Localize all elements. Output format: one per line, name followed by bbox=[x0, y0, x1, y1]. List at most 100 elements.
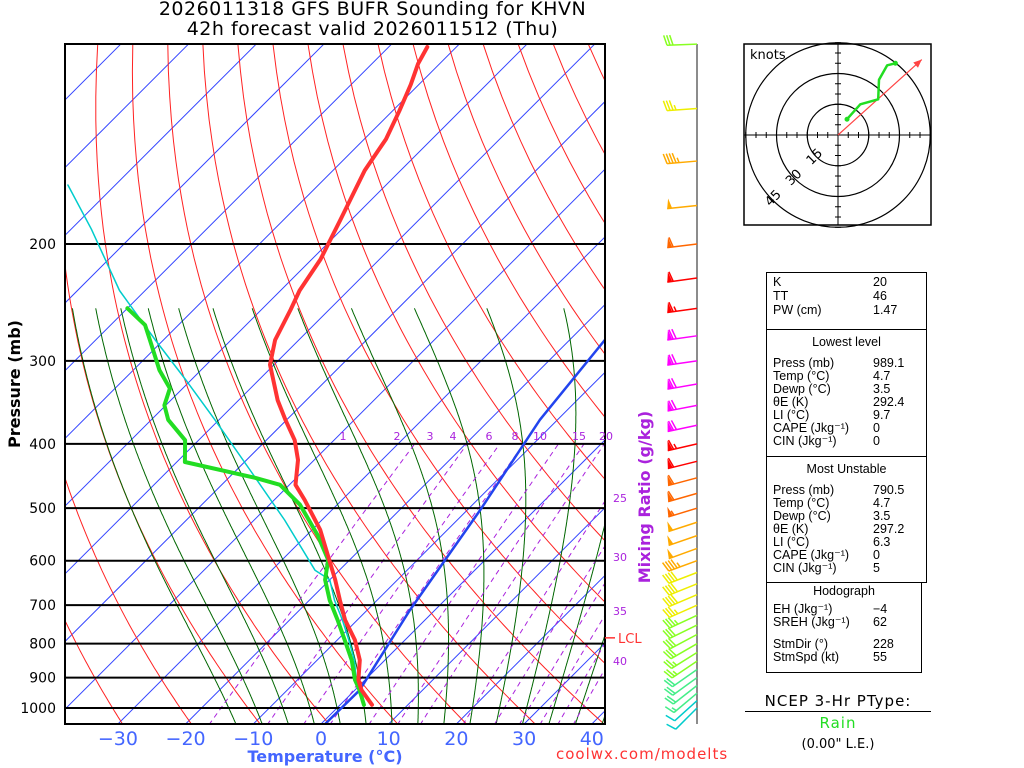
hodograph-stats-list: EH (Jkg⁻¹) −4 SREH (Jkg⁻¹) 62 StmDir (°) 228 S… bbox=[773, 603, 915, 664]
mixing-ratio-line bbox=[539, 614, 605, 724]
wind-barb-feather bbox=[670, 420, 678, 430]
wind-barb-staff bbox=[668, 571, 698, 584]
mixing-ratio-line bbox=[420, 443, 605, 724]
wind-barb-staff bbox=[667, 492, 698, 503]
wind-barb-feather bbox=[665, 100, 671, 111]
y-axis-title: Pressure (mb) bbox=[5, 320, 24, 448]
chart-title-line2: 42h forecast valid 2026011512 (Thu) bbox=[186, 18, 559, 40]
stat-label: K bbox=[773, 275, 782, 289]
wind-barb-feather bbox=[668, 100, 674, 111]
temperature-tick-label: 40 bbox=[580, 728, 604, 750]
mixing-ratio-line bbox=[397, 443, 585, 724]
moist-adiabat-line bbox=[297, 308, 419, 724]
wind-barb-flag bbox=[667, 491, 673, 502]
mixing-ratio-label: 2 bbox=[394, 430, 401, 443]
wind-barb-feather bbox=[662, 640, 672, 650]
mixing-ratio-line bbox=[557, 642, 605, 724]
moist-adiabat-line bbox=[120, 308, 289, 724]
isotherm-line bbox=[387, 506, 605, 724]
wind-barb bbox=[667, 354, 698, 366]
stat-label: Temp (°C) bbox=[773, 369, 830, 383]
temperature-tick-label: −20 bbox=[166, 728, 206, 750]
stat-label: StmDir (°) bbox=[773, 637, 828, 651]
wind-barb-feather bbox=[663, 670, 673, 679]
most-unstable-title: Most Unstable bbox=[806, 462, 887, 476]
stat-label: PW (cm) bbox=[773, 303, 822, 317]
wind-barb-feather bbox=[667, 490, 675, 501]
wind-barb-staff bbox=[668, 547, 698, 560]
stat-label: θE (K) bbox=[773, 395, 809, 409]
hodograph-end-dot bbox=[892, 60, 898, 66]
wind-barb-feather bbox=[662, 597, 670, 607]
wind-barb-feather bbox=[666, 686, 676, 695]
stat-row: LI (°C) 6.3 bbox=[773, 536, 920, 549]
mixing-ratio-label: 1 bbox=[340, 430, 347, 443]
mixing-ratio-line bbox=[303, 443, 501, 724]
wind-barbs bbox=[661, 34, 698, 730]
wind-barb-flag bbox=[667, 506, 674, 517]
wind-barb-flag bbox=[667, 440, 673, 451]
stat-label: LI (°C) bbox=[773, 408, 810, 422]
hodograph-ring bbox=[745, 42, 931, 228]
stat-row: CAPE (Jkg⁻¹) 0 bbox=[773, 422, 920, 435]
wind-barb bbox=[667, 301, 698, 314]
wind-barb-staff bbox=[670, 643, 698, 660]
wind-barb-feather bbox=[662, 100, 668, 111]
wind-barb-feather bbox=[668, 354, 674, 365]
wind-barb-feather bbox=[662, 574, 670, 584]
wind-barb-flag bbox=[667, 475, 673, 486]
pressure-tick-label: 800 bbox=[29, 637, 56, 653]
chart-title-line1: 2026011318 GFS BUFR Sounding for KHVN bbox=[158, 0, 587, 20]
wind-barb bbox=[667, 271, 698, 283]
stat-row: CIN (Jkg⁻¹) 5 bbox=[773, 562, 920, 575]
wind-barb-staff bbox=[671, 660, 698, 679]
stat-value: 6.3 bbox=[873, 535, 891, 549]
wind-barb bbox=[662, 614, 698, 629]
stat-label: TT bbox=[773, 289, 789, 303]
wind-barb-feather bbox=[667, 474, 675, 485]
wind-barb-feather bbox=[662, 153, 668, 164]
stat-value: 4.7 bbox=[873, 496, 891, 510]
wind-barb-feather bbox=[665, 649, 675, 658]
wind-barb-feather bbox=[667, 439, 675, 450]
wind-barb-feather bbox=[662, 630, 671, 639]
wind-barb-feather bbox=[664, 697, 674, 705]
wind-barb bbox=[662, 604, 698, 619]
pressure-tick-label: 1000 bbox=[20, 701, 56, 717]
wind-barb bbox=[667, 237, 698, 249]
moist-adiabat-line bbox=[251, 308, 393, 724]
stat-row: Dewp (°C) 3.5 bbox=[773, 510, 920, 523]
isotherm-line bbox=[252, 371, 605, 724]
temperature-tick-label: −10 bbox=[233, 728, 273, 750]
stat-value: 62 bbox=[873, 615, 887, 629]
isotherm-line bbox=[65, 44, 460, 440]
moist-adiabat-line bbox=[548, 521, 605, 724]
moist-adiabat-line bbox=[71, 308, 237, 724]
hodograph-start-dot bbox=[844, 116, 850, 122]
lcl-label: LCL bbox=[618, 632, 642, 647]
wind-barb-feather bbox=[667, 637, 677, 647]
wind-barb-feather bbox=[667, 560, 676, 570]
moist-adiabat-line bbox=[413, 308, 485, 724]
stat-row: Temp (°C) 4.7 bbox=[773, 370, 920, 383]
wind-barb-flag bbox=[667, 535, 674, 546]
temperature-tick-label: 0 bbox=[315, 728, 327, 750]
stat-label: θE (K) bbox=[773, 522, 809, 536]
stat-label: CIN (Jkg⁻¹) bbox=[773, 561, 837, 575]
mixing-ratio-label: 15 bbox=[572, 430, 586, 443]
stat-label: Dewp (°C) bbox=[773, 509, 831, 523]
wind-barb-feather bbox=[668, 153, 674, 164]
stat-row: CIN (Jkg⁻¹) 0 bbox=[773, 435, 920, 448]
lowest-level-box: Lowest level Press (mb) 989.1 Temp (°C) 4.7… bbox=[766, 329, 927, 457]
stat-label: CAPE (Jkg⁻¹) bbox=[773, 421, 850, 435]
wind-barb-half-feather bbox=[673, 443, 678, 449]
wind-barb-feather bbox=[666, 723, 677, 730]
wind-barb-staff bbox=[672, 684, 698, 705]
storm-motion-arrowhead bbox=[913, 59, 922, 68]
wind-barb-half-feather bbox=[673, 619, 679, 625]
stat-label: Dewp (°C) bbox=[773, 382, 831, 396]
stat-row: Press (mb) 989.1 bbox=[773, 357, 920, 370]
wind-barb-feather bbox=[668, 271, 674, 282]
mixing-ratio-label: 30 bbox=[613, 551, 627, 564]
wind-barb bbox=[664, 692, 698, 714]
